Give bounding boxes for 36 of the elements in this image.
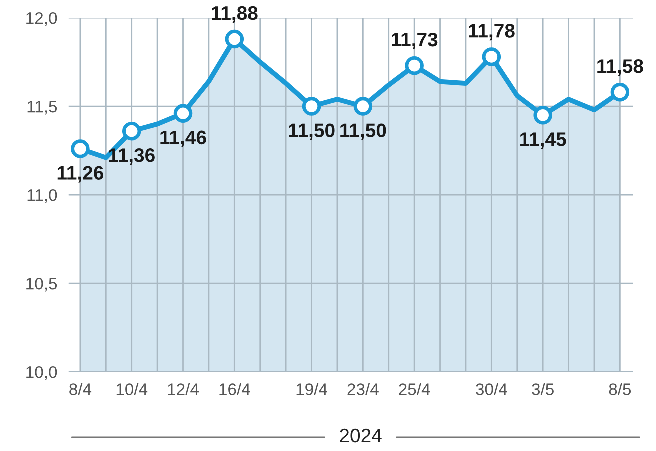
x-axis-title: 2024 [340,428,382,443]
y-tick-label: 10,0 [26,366,58,380]
x-tick-label: 16/4 [220,383,250,396]
point [534,106,552,125]
point [610,83,630,102]
point [405,56,424,76]
x-tick-label: 23/4 [348,383,379,396]
x-tick-label: 10/4 [116,383,148,396]
y-tick-label: 11,0 [28,189,58,204]
data-label: 11,73 [392,32,438,50]
point [71,140,90,158]
x-tick-label: 8/4 [70,383,92,396]
point [122,122,142,141]
data-label: 11,50 [340,124,386,140]
data-label: 11,45 [520,132,566,150]
y-tick-label: 11,5 [28,101,58,115]
data-label: 11,50 [289,124,335,140]
x-tick-label: 12/4 [168,383,199,396]
y-tick-label: 12,0 [26,12,58,26]
x-tick-label: 3/5 [532,383,554,396]
y-tick-label: 10,5 [26,278,58,292]
data-label: 11,78 [469,24,515,41]
point [225,30,244,49]
x-tick-label: 30/4 [476,383,508,396]
data-label: 11,88 [212,6,258,23]
x-tick-label: 25/4 [399,383,430,396]
x-tick-label: 8/5 [609,383,632,396]
point [482,48,502,66]
x-tick-label: 19/4 [296,383,328,396]
data-label: 11,26 [58,166,104,183]
point [302,97,322,116]
point [354,97,373,116]
point [174,104,193,124]
data-label: 11,46 [160,130,206,148]
data-label: 11,58 [598,59,644,76]
data-label: 11,36 [109,148,155,166]
